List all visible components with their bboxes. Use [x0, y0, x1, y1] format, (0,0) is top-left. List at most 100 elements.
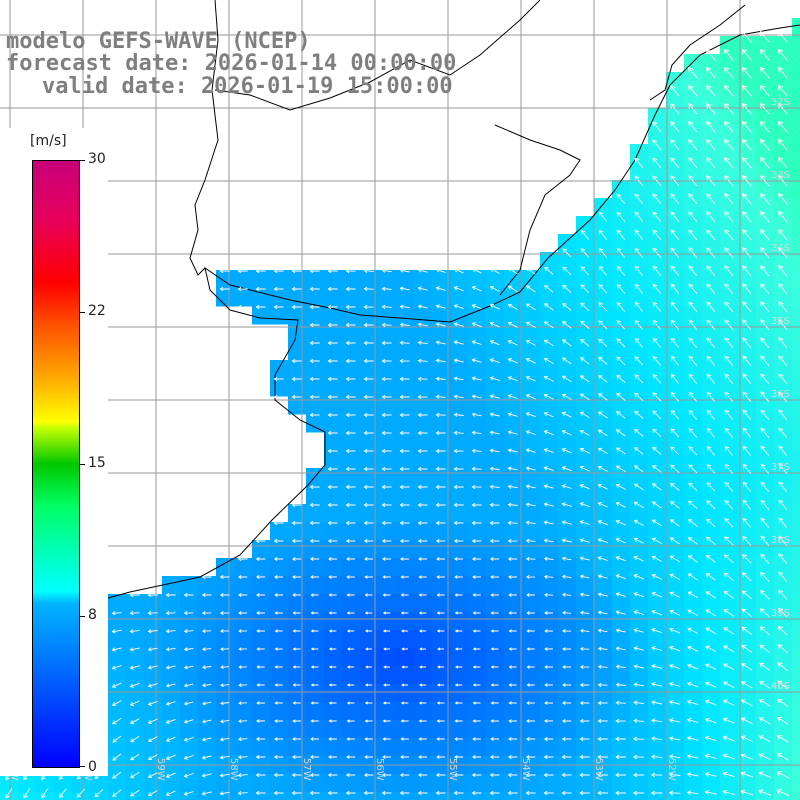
wind-speed-cell — [756, 108, 775, 127]
wind-arrow — [436, 593, 445, 597]
wind-arrow — [740, 735, 753, 742]
wind-speed-cell — [486, 396, 505, 415]
wind-speed-cell — [414, 378, 433, 397]
wind-arrow — [579, 375, 590, 383]
wind-arrow — [561, 429, 572, 436]
wind-speed-cell — [558, 342, 577, 361]
wind-speed-cell — [792, 288, 800, 307]
wind-speed-cell — [630, 468, 649, 487]
wind-speed-cell — [360, 576, 379, 595]
wind-speed-cell — [594, 450, 613, 469]
wind-arrow — [435, 773, 446, 777]
wind-speed-cell — [792, 360, 800, 379]
wind-speed-cell — [666, 648, 685, 667]
wind-arrow — [472, 755, 482, 759]
wind-speed-cell — [468, 684, 487, 703]
wind-arrow — [111, 682, 122, 688]
wind-arrow — [634, 265, 644, 276]
wind-arrow — [364, 701, 373, 705]
wind-speed-cell — [756, 216, 775, 235]
wind-arrow — [327, 340, 338, 346]
wind-arrow — [705, 627, 717, 635]
wind-speed-cell — [540, 450, 559, 469]
wind-arrow — [435, 520, 446, 526]
wind-speed-cell — [360, 504, 379, 523]
wind-arrow — [507, 376, 518, 382]
wind-arrow — [472, 737, 481, 741]
wind-speed-cell — [540, 648, 559, 667]
wind-arrow — [687, 518, 698, 527]
wind-arrow — [507, 430, 518, 435]
wind-speed-cell — [558, 486, 577, 505]
wind-speed-cell — [792, 468, 800, 487]
wind-speed-cell — [504, 720, 523, 739]
wind-speed-cell — [450, 702, 469, 721]
wind-speed-cell — [324, 396, 343, 415]
wind-speed-cell — [684, 720, 703, 739]
wind-speed-cell — [288, 594, 307, 613]
wind-speed-cell — [594, 306, 613, 325]
wind-arrow — [616, 229, 626, 240]
wind-arrow — [255, 755, 266, 759]
wind-arrow — [507, 557, 518, 561]
wind-speed-cell — [756, 702, 775, 721]
uruguay-river-border — [189, 0, 219, 276]
wind-speed-cell — [612, 648, 631, 667]
wind-speed-cell — [360, 360, 379, 379]
wind-speed-cell — [738, 180, 757, 199]
wind-speed-cell — [576, 738, 595, 757]
wind-speed-cell — [450, 486, 469, 505]
wind-arrow — [670, 157, 680, 169]
wind-arrow — [633, 483, 644, 491]
wind-arrow — [652, 121, 662, 133]
wind-speed-cell — [162, 702, 181, 721]
wind-arrow — [292, 629, 301, 633]
wind-speed-cell — [216, 666, 235, 685]
wind-speed-cell — [756, 558, 775, 577]
wind-arrow — [507, 448, 518, 453]
wind-arrow — [345, 466, 356, 472]
wind-arrow — [417, 790, 428, 796]
wind-speed-cell — [594, 234, 613, 253]
wind-arrow — [615, 537, 626, 544]
wind-arrow — [399, 358, 410, 364]
wind-arrow — [724, 536, 734, 546]
wind-arrow — [598, 247, 608, 258]
wind-speed-cell — [342, 576, 361, 595]
wind-speed-cell — [306, 558, 325, 577]
wind-speed-cell — [576, 648, 595, 667]
wind-arrow — [129, 718, 140, 725]
wind-arrow — [472, 611, 481, 615]
wind-speed-cell — [792, 540, 800, 559]
wind-arrow — [597, 664, 608, 669]
wind-speed-cell — [774, 36, 793, 55]
wind-speed-cell — [288, 342, 307, 361]
wind-speed-cell — [144, 792, 163, 800]
wind-speed-cell — [54, 774, 73, 793]
wind-speed-cell — [720, 72, 739, 91]
wind-arrow — [471, 394, 482, 399]
wind-arrow — [291, 304, 302, 310]
wind-speed-cell — [108, 738, 127, 757]
wind-arrow — [435, 322, 446, 327]
wind-speed-cell — [504, 630, 523, 649]
wind-speed-cell — [666, 180, 685, 199]
wind-speed-cell — [486, 522, 505, 541]
wind-arrow — [633, 754, 645, 760]
wind-arrow — [255, 772, 266, 778]
wind-arrow — [544, 611, 553, 615]
wind-speed-cell — [792, 108, 800, 127]
wind-arrow — [525, 556, 536, 561]
wind-speed-cell — [180, 792, 199, 800]
wind-arrow — [651, 682, 663, 687]
wind-speed-cell — [558, 684, 577, 703]
wind-arrow — [346, 593, 355, 597]
wind-speed-cell — [486, 684, 505, 703]
wind-arrow — [597, 574, 608, 579]
wind-speed-cell — [774, 144, 793, 163]
wind-speed-cell — [594, 216, 613, 235]
wind-speed-cell — [648, 522, 667, 541]
wind-arrow — [399, 773, 410, 777]
wind-speed-cell — [324, 738, 343, 757]
wind-speed-cell — [630, 648, 649, 667]
